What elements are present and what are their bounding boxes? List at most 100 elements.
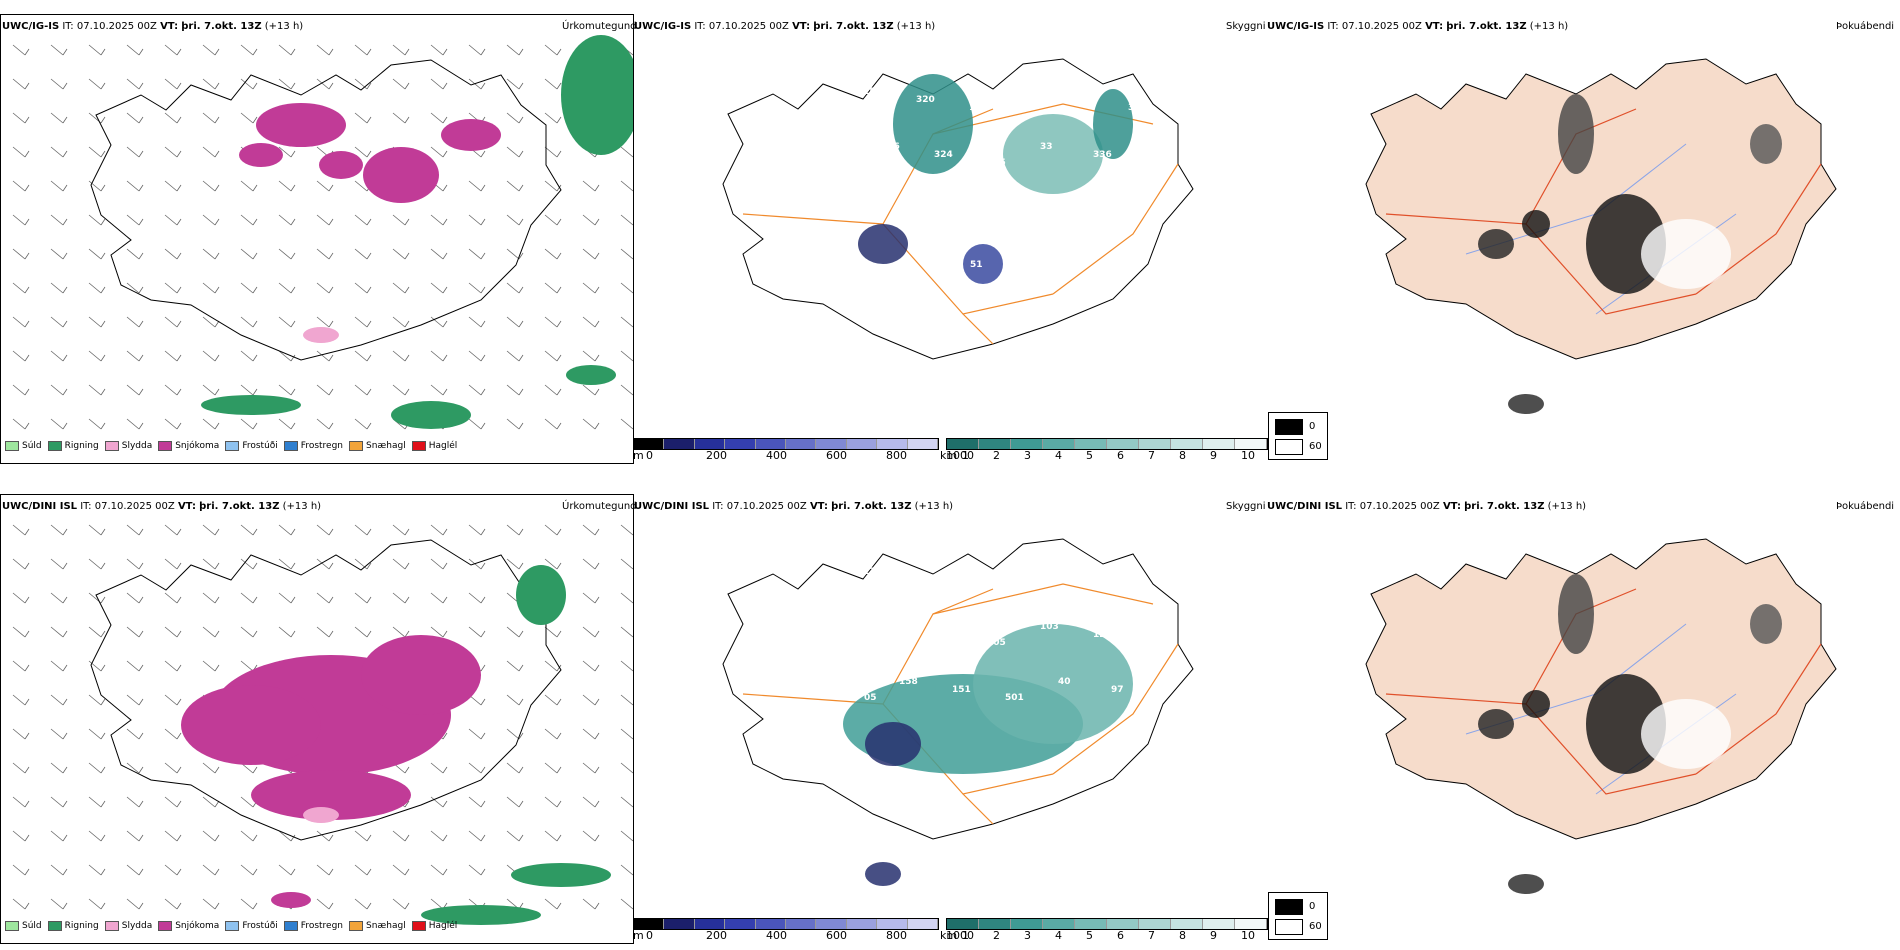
wind-barb <box>164 44 182 56</box>
wind-barb <box>620 146 633 158</box>
cloud-base-labels: 216 113 232 311 353 206 841 922 105 103 123 37 158 15… <box>863 567 1159 703</box>
wind-barb <box>316 350 334 362</box>
wind-barb <box>278 214 296 226</box>
legend-item-0: Súld <box>5 921 42 931</box>
wind-barb <box>12 350 30 362</box>
wind-barb <box>430 626 448 638</box>
wind-barb <box>278 592 296 604</box>
cloud-base-label: 922 <box>934 630 953 640</box>
height-colorbar-step <box>694 439 726 449</box>
wind-barb <box>430 112 448 124</box>
cloud-panel: 250 320 174 594 182 340 186 324 155 33 336 329 355 10… <box>633 14 1265 462</box>
wind-barb <box>164 558 182 570</box>
wind-barb <box>202 418 220 430</box>
precip-legend: Súld Rigning Slydda Snjókoma Frostúði Frostre… <box>5 921 457 931</box>
vis-tick: 9 <box>1210 929 1217 942</box>
height-colorbar-step <box>694 919 726 929</box>
fog-label-60: 60 <box>1309 441 1322 452</box>
legend-item-4: Frostúði <box>225 921 278 931</box>
wind-barb <box>164 350 182 362</box>
wind-barb <box>88 316 106 328</box>
wind-barb <box>316 898 334 910</box>
cloud-base-label: 151 <box>952 685 971 695</box>
vis-tick: 4 <box>1055 449 1062 462</box>
cloud-area <box>1003 114 1103 194</box>
wind-barb <box>278 830 296 842</box>
wind-barb <box>50 762 68 774</box>
cloud-map: 216 113 232 311 353 206 841 922 105 103 123 37 158 15… <box>722 538 1194 886</box>
wind-barb <box>430 44 448 56</box>
cloud-areas <box>858 74 1133 284</box>
iceland-coastline <box>90 59 562 361</box>
wind-barb <box>126 592 144 604</box>
vis-tick: 5 <box>1086 449 1093 462</box>
cloud-base-label: 51 <box>970 260 983 270</box>
wind-barb <box>126 418 144 430</box>
wind-barb <box>88 694 106 706</box>
wind-barb <box>430 796 448 808</box>
wind-barb <box>12 626 30 638</box>
cloud-area <box>973 624 1133 744</box>
vis-tick: 1 <box>962 929 969 942</box>
wind-barb <box>126 660 144 672</box>
road <box>962 313 994 345</box>
fog-panel <box>1266 494 1900 942</box>
legend-swatch <box>225 441 240 451</box>
wind-barb <box>202 796 220 808</box>
vis-colorbar-step <box>1139 919 1171 929</box>
cloud-base-label: 97 <box>1111 685 1124 695</box>
wind-barb <box>164 592 182 604</box>
vis-tick: 4 <box>1055 929 1062 942</box>
vis-colorbar-step <box>979 439 1011 449</box>
wind-barb <box>240 830 258 842</box>
wind-barb <box>392 44 410 56</box>
fog-area <box>1478 229 1514 259</box>
cloud-base-label: 123 <box>1093 630 1112 640</box>
height-tick: 400 <box>766 449 787 462</box>
precip-panel: Súld Rigning Slydda Snjókoma Frostúði Frostre… <box>0 494 634 944</box>
wind-barb <box>430 830 448 842</box>
cloud-base-label: 103 <box>1040 622 1059 632</box>
cloud-base-label: 355 <box>899 197 918 207</box>
wind-barb <box>544 146 562 158</box>
wind-barb <box>468 524 486 536</box>
wind-barb <box>316 418 334 430</box>
wind-barb <box>468 316 486 328</box>
legend-label: Rigning <box>64 441 99 451</box>
wind-barb <box>240 316 258 328</box>
cloud-base-label: 232 <box>969 583 988 593</box>
wind-barb <box>620 762 633 774</box>
vis-colorbar-step <box>947 919 979 929</box>
wind-barb <box>50 660 68 672</box>
wind-barb <box>278 350 296 362</box>
wind-barb <box>202 350 220 362</box>
height-colorbar-step <box>634 919 665 929</box>
wind-barb <box>126 830 144 842</box>
wind-barb <box>392 316 410 328</box>
wind-barb <box>392 350 410 362</box>
wind-barb <box>126 78 144 90</box>
wind-barb <box>126 146 144 158</box>
wind-barb <box>354 112 372 124</box>
wind-barb <box>354 418 372 430</box>
rain-area <box>421 905 541 925</box>
legend-label: Slydda <box>121 441 153 451</box>
rain-area <box>566 365 616 385</box>
height-tick: 600 <box>826 929 847 942</box>
sleet-area <box>303 327 339 343</box>
wind-barb <box>582 592 600 604</box>
wind-barb <box>544 418 562 430</box>
snow-area <box>319 151 363 179</box>
wind-barb <box>468 762 486 774</box>
wind-barb <box>202 214 220 226</box>
fog-box-legend: 0 60 <box>1268 892 1328 940</box>
wind-barb <box>354 78 372 90</box>
fog-field-name: Þokuábendi <box>1836 501 1895 512</box>
legend-label: Rigning <box>64 921 99 931</box>
wind-barb <box>620 214 633 226</box>
wind-barb <box>544 524 562 536</box>
wind-barb <box>316 864 334 876</box>
wind-barb <box>582 384 600 396</box>
height-tick: 200 <box>706 449 727 462</box>
wind-barb <box>12 214 30 226</box>
